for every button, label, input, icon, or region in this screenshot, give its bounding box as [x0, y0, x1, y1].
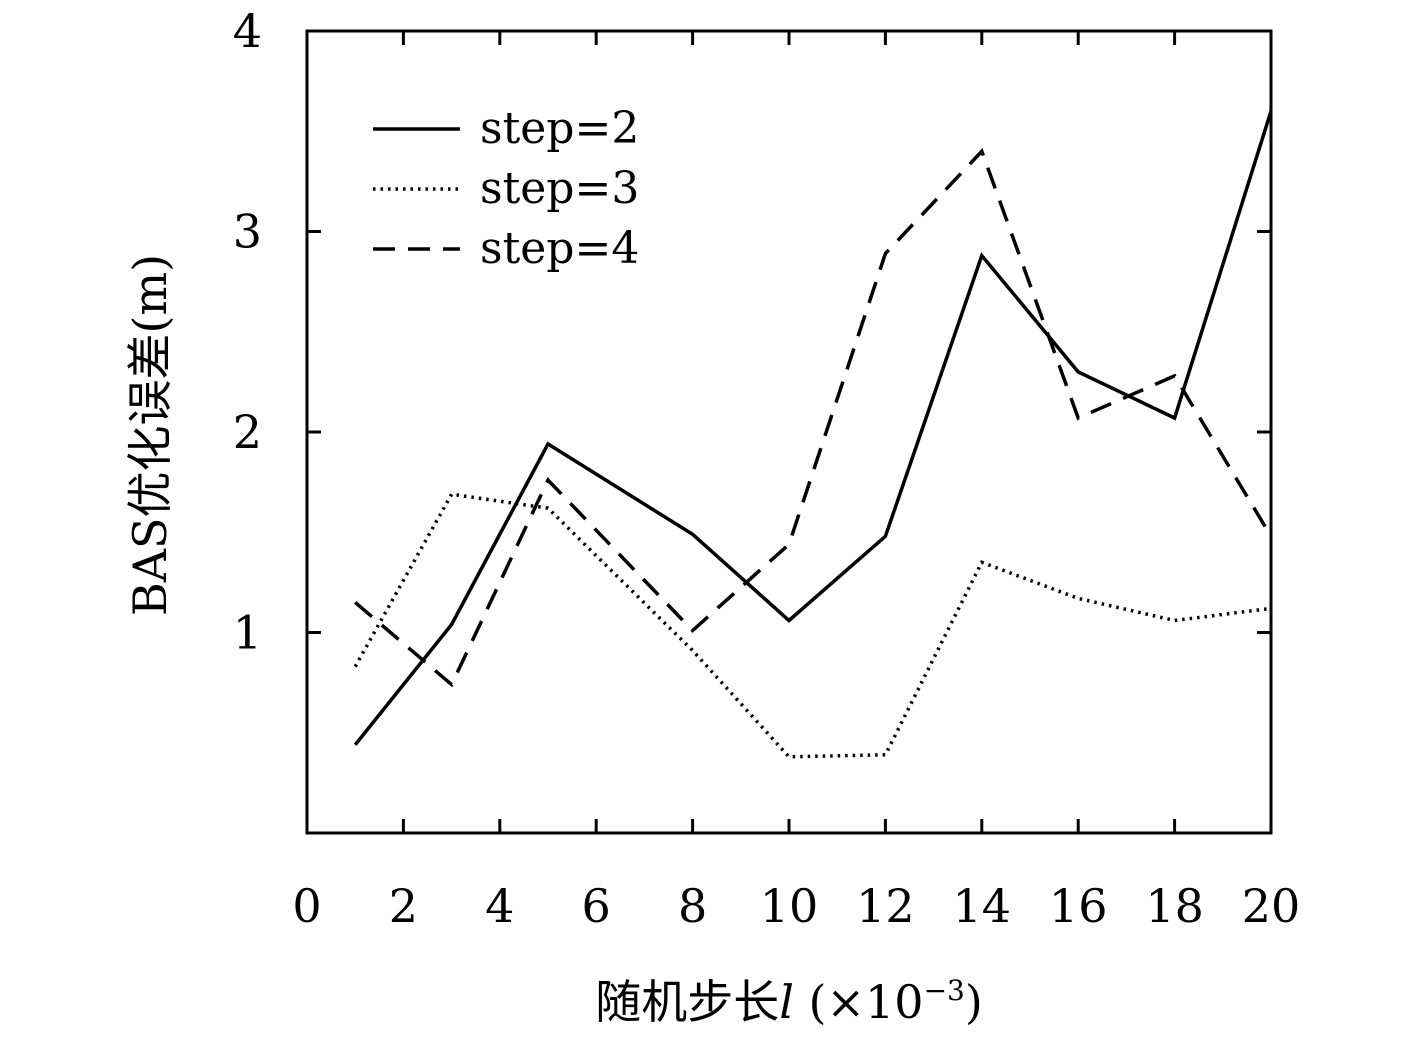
x-axis-title-variable: l — [779, 975, 794, 1029]
x-tick-label: 4 — [485, 879, 514, 933]
series-line-step-2 — [353, 110, 1273, 746]
legend-label: step=3 — [480, 163, 639, 214]
legend-label: step=4 — [480, 223, 639, 274]
legend-label: step=2 — [480, 103, 639, 154]
x-tick-label: 6 — [582, 879, 611, 933]
x-tick-label: 2 — [389, 879, 418, 933]
y-axis-ticks: 1 2 3 4 — [233, 4, 1271, 660]
y-axis-title: BAS优化误差(m) — [123, 254, 177, 616]
x-axis-title-unit-open: (×10 — [794, 975, 924, 1029]
y-tick-label: 4 — [233, 4, 262, 58]
x-tick-label: 20 — [1242, 879, 1301, 933]
series-layer — [353, 110, 1273, 759]
series-line-step-3 — [353, 492, 1272, 759]
x-axis-ticks: 0 2 4 6 8 10 12 14 16 18 20 — [292, 31, 1300, 933]
x-tick-label: 18 — [1145, 879, 1204, 933]
x-axis-title: 随机步长l (×10−3) — [595, 974, 983, 1029]
x-tick-label: 10 — [760, 879, 819, 933]
plot-frame — [305, 29, 1273, 835]
x-axis-title-prefix: 随机步长 — [595, 975, 779, 1029]
y-tick-label: 2 — [233, 405, 262, 459]
x-axis-title-unit-close: ) — [965, 975, 983, 1029]
x-tick-label: 8 — [678, 879, 707, 933]
legend: step=2 step=3 step=4 — [373, 103, 639, 274]
y-tick-label: 3 — [233, 205, 262, 259]
x-axis-title-unit-exponent: −3 — [924, 974, 965, 1007]
x-tick-label: 0 — [292, 879, 321, 933]
x-tick-label: 14 — [953, 879, 1012, 933]
x-tick-label: 12 — [856, 879, 915, 933]
x-tick-label: 16 — [1049, 879, 1108, 933]
y-tick-label: 1 — [233, 606, 262, 660]
series-line-step-4 — [354, 148, 1273, 688]
